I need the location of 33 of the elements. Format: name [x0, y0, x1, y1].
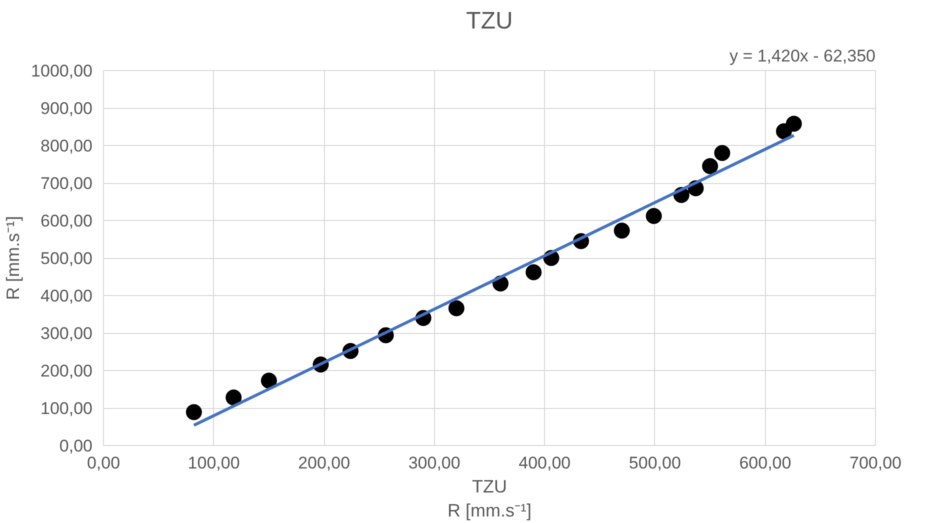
x-tick-label: 0,00	[86, 454, 120, 472]
point	[226, 390, 242, 406]
point	[260, 372, 277, 389]
y-tick-label: 700,00	[40, 174, 93, 193]
point	[526, 264, 542, 280]
y-tick-label: 500,00	[40, 249, 93, 268]
x-tick-label: 200,00	[298, 454, 350, 472]
point	[646, 208, 662, 224]
y-axis-title: R [mm.s⁻¹]	[3, 216, 24, 300]
x-tick-label: 700,00	[850, 454, 902, 472]
point	[448, 300, 464, 316]
y-tick-label: 300,00	[40, 324, 93, 343]
x-tick-label: 100,00	[188, 454, 240, 472]
y-tick-label: 0,00	[59, 436, 93, 456]
x-tick-label: 600,00	[739, 454, 792, 472]
y-tick-label: 900,00	[40, 99, 93, 118]
point	[702, 158, 718, 174]
y-tick-label: 200,00	[40, 362, 93, 380]
chart-title: TZU	[466, 8, 513, 34]
y-tick-label: 400,00	[40, 286, 93, 306]
x-tick-label: 500,00	[628, 454, 681, 472]
y-tick-label: 100,00	[40, 399, 93, 418]
x-axis-title: TZU R [mm.s⁻¹]	[448, 476, 532, 520]
x-tick-label: 400,00	[518, 454, 571, 472]
point	[614, 222, 630, 239]
y-tick-label: 800,00	[40, 136, 93, 156]
text: y = 1,420x - 62,350	[729, 46, 876, 66]
point	[714, 145, 730, 161]
y-tick-label: 600,00	[40, 212, 93, 230]
point	[786, 116, 802, 132]
point	[186, 404, 202, 420]
x-tick-label: 300,00	[408, 454, 460, 472]
y-tick-label: 1000,00	[31, 62, 92, 80]
